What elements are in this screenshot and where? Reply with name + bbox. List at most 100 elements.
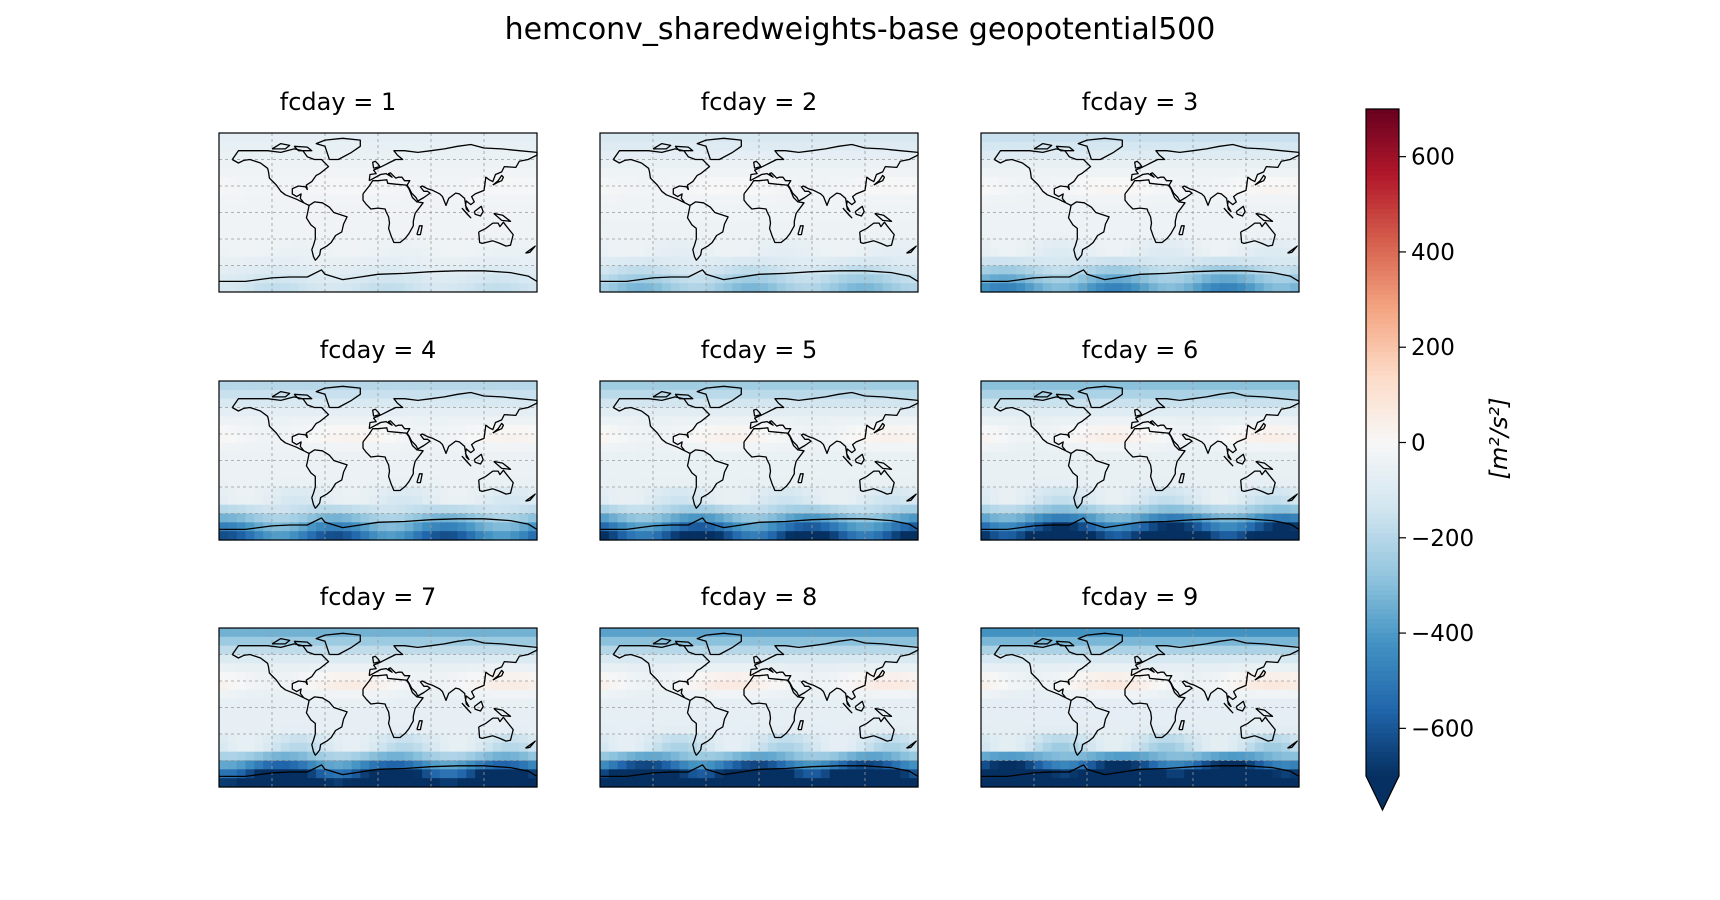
heatmap-cell — [360, 636, 370, 647]
heatmap-cell — [653, 221, 663, 231]
heatmap-cell — [1122, 256, 1132, 267]
heatmap-cell — [759, 212, 769, 222]
heatmap-cell — [351, 689, 361, 700]
heatmap-cell — [1237, 256, 1247, 267]
heatmap-cell — [325, 478, 335, 488]
heatmap-cell — [1166, 442, 1176, 453]
heatmap-cell — [519, 689, 529, 700]
heatmap-cell — [422, 381, 432, 391]
heatmap-cell — [466, 230, 476, 240]
heatmap-cell — [1246, 239, 1256, 249]
heatmap-cell — [404, 522, 414, 532]
heatmap-cell — [475, 194, 485, 205]
heatmap-cell — [422, 150, 432, 161]
heatmap-cell — [1069, 407, 1079, 417]
heatmap-cell — [1025, 168, 1035, 178]
heatmap-cell — [688, 398, 698, 409]
heatmap-cell — [1175, 150, 1185, 161]
heatmap-cell — [1069, 194, 1079, 205]
heatmap-cell — [263, 212, 273, 222]
heatmap-cell — [439, 495, 450, 506]
heatmap-cell — [1184, 256, 1194, 267]
heatmap-cell — [254, 398, 264, 409]
coastline — [674, 393, 694, 400]
heatmap-cell — [1078, 531, 1088, 541]
heatmap-cell — [448, 742, 459, 753]
heatmap-cell — [635, 239, 645, 249]
heatmap-cell — [360, 751, 370, 762]
heatmap-cell — [785, 513, 795, 523]
heatmap-cell — [378, 177, 388, 187]
heatmap-cell — [298, 381, 308, 391]
heatmap-cell — [466, 407, 476, 417]
heatmap-cell — [245, 628, 255, 638]
heatmap-cell — [1219, 230, 1229, 240]
heatmap-cell — [501, 256, 512, 267]
heatmap-cell — [608, 141, 619, 152]
heatmap-cell — [272, 663, 282, 673]
heatmap-cell — [820, 239, 831, 249]
heatmap-cell — [272, 681, 282, 691]
heatmap-cell — [263, 407, 273, 417]
heatmap-cell — [891, 247, 901, 258]
heatmap-cell — [475, 698, 485, 709]
heatmap-cell — [998, 274, 1009, 284]
heatmap-cell — [439, 230, 450, 240]
heatmap-cell — [803, 460, 813, 470]
heatmap-cell — [617, 212, 628, 222]
heatmap-cell — [404, 230, 414, 240]
heatmap-cell — [697, 221, 707, 231]
heatmap-cell — [820, 425, 831, 435]
heatmap-cell — [1219, 381, 1229, 391]
heatmap-cell — [439, 283, 450, 293]
heatmap-cell — [644, 389, 654, 400]
heatmap-cell — [333, 389, 344, 400]
heatmap-cell — [263, 177, 273, 187]
heatmap-cell — [644, 442, 654, 453]
heatmap-cell — [519, 168, 529, 178]
heatmap-cell — [528, 141, 538, 152]
heatmap-cell — [1175, 274, 1185, 284]
heatmap-cell — [1122, 531, 1132, 541]
heatmap-cell — [750, 159, 760, 169]
heatmap-cell — [395, 186, 406, 196]
heatmap-cell — [413, 133, 423, 143]
heatmap-cell — [280, 389, 291, 400]
heatmap-cell — [413, 778, 423, 788]
heatmap-cell — [981, 389, 991, 400]
heatmap-cell — [289, 398, 300, 409]
heatmap-cell — [998, 425, 1009, 435]
heatmap-cell — [457, 654, 467, 664]
heatmap-cell — [847, 141, 857, 152]
heatmap-cell — [661, 442, 672, 453]
heatmap-cell — [891, 425, 901, 435]
heatmap-cell — [298, 434, 308, 444]
heatmap-cell — [706, 716, 716, 726]
heatmap-cell — [1034, 159, 1044, 169]
heatmap-cell — [989, 239, 1000, 249]
heatmap-cell — [528, 760, 538, 770]
heatmap-cell — [280, 628, 291, 638]
heatmap-cell — [519, 133, 529, 143]
heatmap-cell — [723, 513, 734, 523]
coastlines — [981, 385, 1300, 531]
heatmap-cell — [829, 442, 840, 453]
heatmap-cell — [333, 760, 344, 770]
heatmap-cell — [829, 159, 840, 169]
heatmap-cell — [608, 274, 619, 284]
heatmap-cell — [298, 186, 308, 196]
heatmap-cell — [378, 141, 388, 152]
heatmap-cell — [378, 469, 388, 479]
heatmap-cell — [750, 177, 760, 187]
heatmap-cell — [342, 186, 353, 196]
heatmap-cell — [289, 681, 300, 691]
heatmap-cell — [431, 407, 441, 417]
heatmap-cell — [688, 760, 698, 770]
heatmap-cell — [706, 159, 716, 169]
heatmap-cell — [865, 513, 875, 523]
heatmap-cell — [653, 434, 663, 444]
heatmap-cell — [1228, 274, 1238, 284]
heatmap-cell — [1007, 186, 1017, 196]
heatmap-cell — [688, 203, 698, 214]
heatmap-cell — [882, 389, 893, 400]
